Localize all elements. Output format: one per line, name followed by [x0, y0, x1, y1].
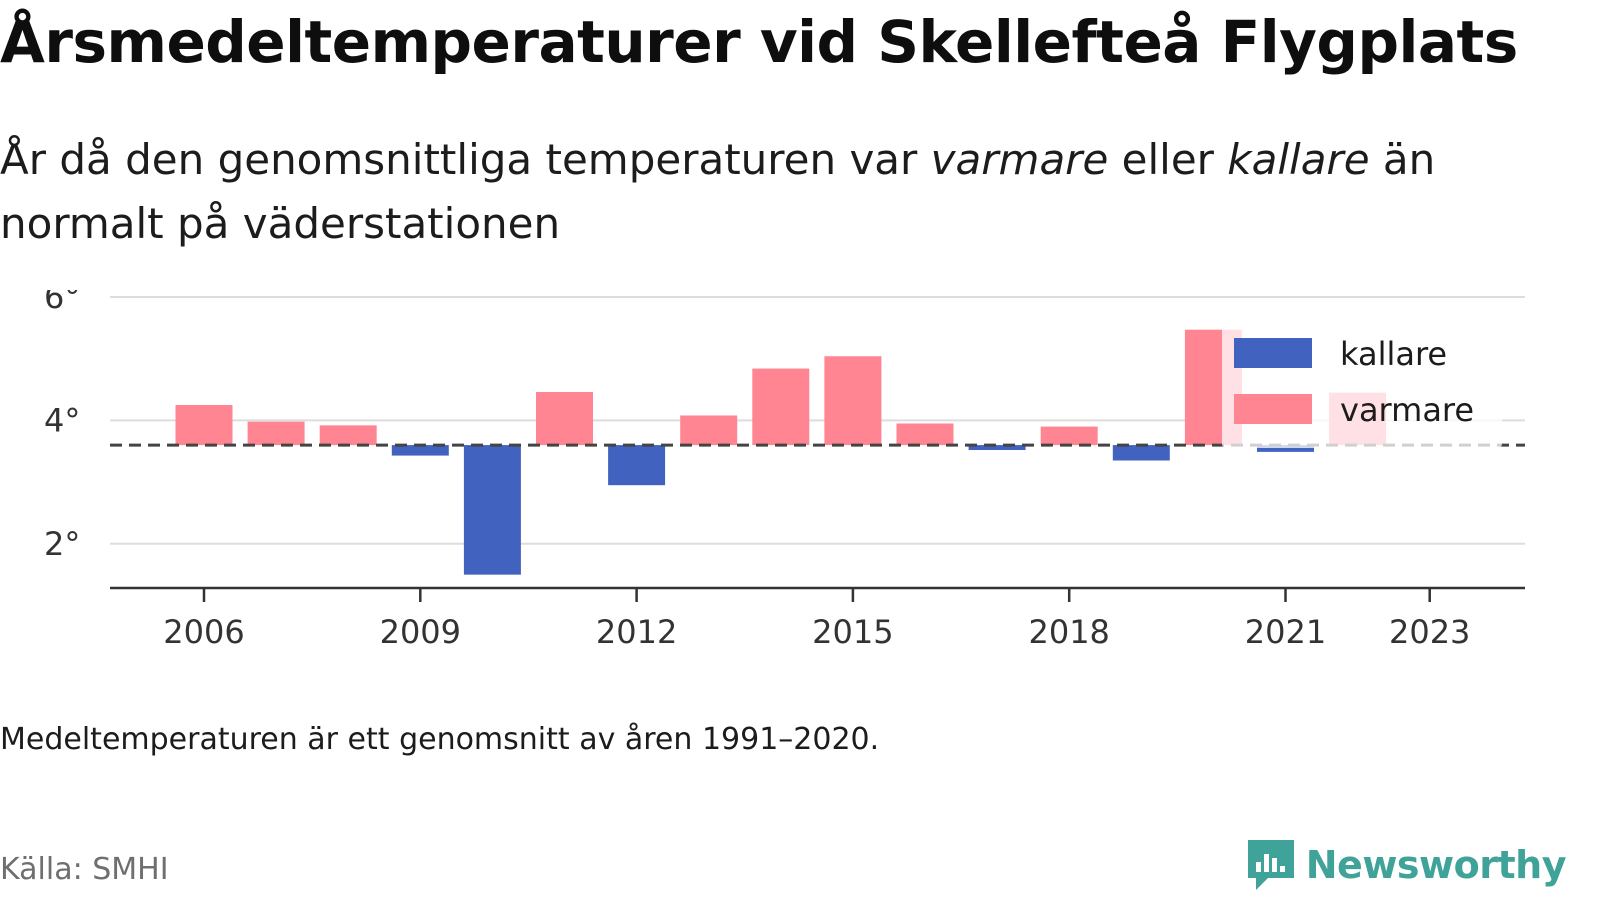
bar-warmer [680, 415, 738, 446]
x-tick-label: 2021 [1245, 613, 1326, 651]
bar-warmer [896, 423, 954, 446]
x-tick-label: 2012 [596, 613, 677, 651]
subtitle-text-3: än normalt på väderstationen [0, 135, 1436, 248]
chart-title: Årsmedeltemperaturer vid Skellefteå Flyg… [0, 8, 1518, 76]
x-tick-label: 2023 [1389, 613, 1470, 651]
subtitle-warmer: varmare [930, 135, 1109, 184]
bar-colder [968, 445, 1026, 451]
bars [175, 329, 1387, 575]
bar-warmer [1040, 426, 1098, 446]
bar-warmer [536, 392, 593, 446]
bar-warmer [247, 421, 305, 446]
bar-colder [1257, 445, 1314, 452]
bar-colder [463, 445, 521, 575]
x-tick-label: 2018 [1028, 613, 1109, 651]
axes: 2° 4° 6° 2006 2009 2012 2015 2018 2021 2023 [44, 290, 1525, 651]
x-tick-label: 2015 [812, 613, 893, 651]
newsworthy-logo: Newsworthy [1246, 838, 1567, 892]
logo-text: Newsworthy [1305, 843, 1567, 887]
subtitle-text-2: eller [1108, 135, 1228, 184]
bar-warmer [175, 404, 233, 446]
subtitle-colder: kallare [1227, 135, 1370, 184]
bar-warmer [824, 356, 882, 446]
subtitle-text: År då den genomsnittliga temperaturen va… [0, 135, 931, 184]
source-label: Källa: SMHI [0, 852, 169, 887]
y-tick-label: 4° [44, 401, 80, 439]
chart-note: Medeltemperaturen är ett genomsnitt av å… [0, 722, 880, 757]
x-tick-label: 2006 [163, 613, 244, 651]
legend: kallare varmare [1222, 320, 1502, 448]
bar-warmer [752, 368, 810, 446]
legend-label-kallare: kallare [1340, 335, 1447, 373]
y-tick-label: 2° [44, 525, 80, 563]
bar-colder [608, 445, 666, 486]
legend-swatch-varmare [1234, 394, 1312, 424]
x-tick-label: 2009 [380, 613, 461, 651]
bar-colder [391, 445, 449, 456]
bar-warmer [319, 425, 377, 446]
legend-swatch-kallare [1234, 338, 1312, 368]
bar-colder [1112, 445, 1170, 461]
y-tick-label: 6° [44, 290, 80, 316]
temperature-bar-chart: 2° 4° 6° 2006 2009 2012 2015 2018 2021 2023 kalla… [44, 290, 1525, 651]
newsworthy-chart-icon [1247, 840, 1294, 890]
chart-subtitle: År då den genomsnittliga temperaturen va… [0, 128, 1560, 256]
legend-label-varmare: varmare [1340, 391, 1474, 429]
